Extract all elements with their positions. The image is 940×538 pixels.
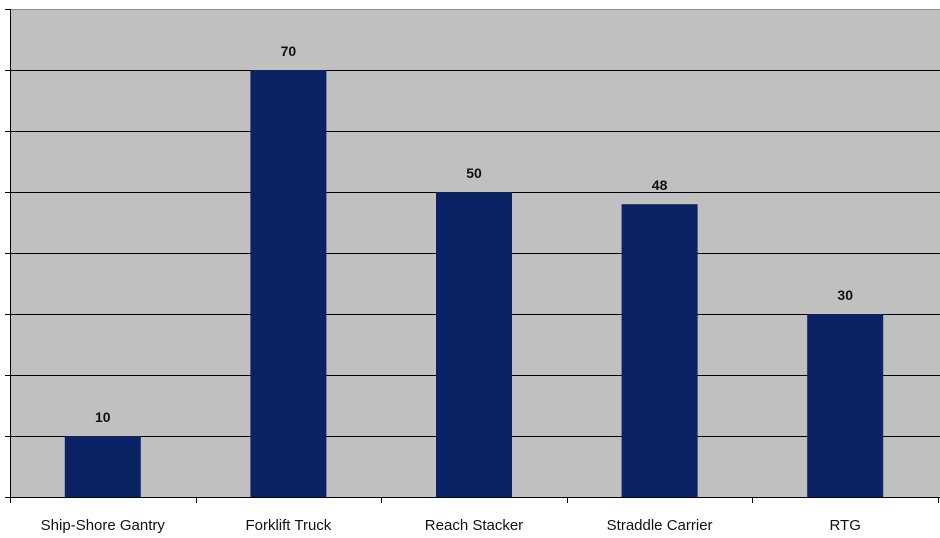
bars [64,70,884,497]
bar [807,314,884,497]
x-axis-ticks [10,497,939,503]
bar [64,436,141,497]
data-label: 30 [837,287,853,303]
bar [621,204,698,497]
category-labels: Ship-Shore Gantry Forklift Truck Reach Sta… [41,517,861,534]
data-label: 70 [281,43,297,59]
category-label: RTG [829,517,860,534]
category-label: Straddle Carrier [607,517,713,534]
category-label: Forklift Truck [245,517,331,534]
data-label: 50 [466,165,482,181]
data-label: 10 [95,409,111,425]
bar [436,192,512,497]
bar [250,70,327,497]
value-labels: 10 70 50 48 30 [95,43,853,425]
data-label: 48 [652,177,668,193]
category-label: Ship-Shore Gantry [41,517,166,534]
category-label: Reach Stacker [425,517,523,534]
y-axis-ticks [5,9,11,498]
